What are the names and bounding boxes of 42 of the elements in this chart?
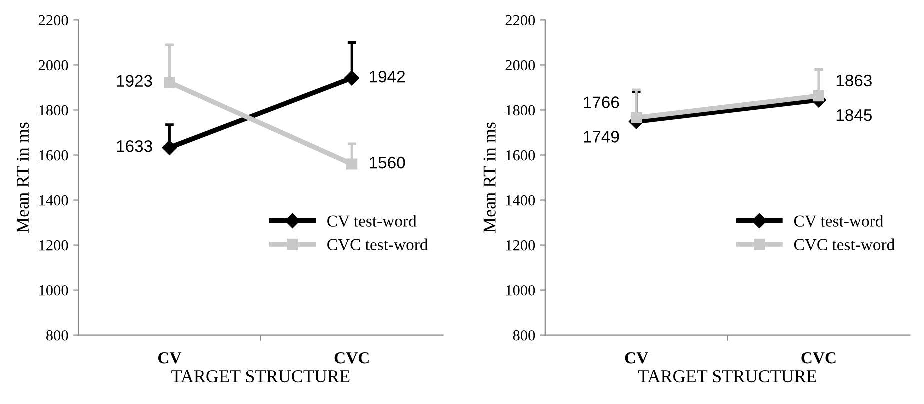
legend-label: CVC test-word xyxy=(794,238,895,251)
y-tick-label: 1800 xyxy=(506,105,536,116)
x-tick-label: CV xyxy=(158,352,182,364)
point xyxy=(344,70,360,86)
x-axis-title: TARGET STRUCTURE xyxy=(172,370,350,383)
data-label: 1845 xyxy=(836,109,872,122)
legend-label: CV test-word xyxy=(328,215,417,228)
y-axis-title: Mean RT in ms xyxy=(484,122,496,233)
y-tick-label: 2200 xyxy=(38,15,68,26)
legend-label: CVC test-word xyxy=(328,238,428,251)
y-tick-label: 1000 xyxy=(40,285,68,296)
y-tick-label: 1400 xyxy=(506,195,536,206)
data-label: 1560 xyxy=(370,156,406,169)
y-tick-label: 1000 xyxy=(506,285,536,296)
y-tick-label: 1200 xyxy=(40,240,68,251)
y-tick-label: 1600 xyxy=(506,150,536,161)
y-tick-label: 800 xyxy=(46,330,68,341)
y-tick-label: 2200 xyxy=(506,15,536,26)
y-tick-label: 800 xyxy=(513,330,536,341)
data-label: 1923 xyxy=(117,75,152,88)
y-tick-label: 2000 xyxy=(506,60,536,71)
y-tick-label: 2000 xyxy=(38,60,68,71)
y-tick-label: 1200 xyxy=(506,240,536,251)
x-axis-title: TARGET STRUCTURE xyxy=(638,370,817,383)
point xyxy=(813,90,825,102)
point xyxy=(164,76,176,88)
data-label: 1633 xyxy=(117,140,152,152)
data-label: 1942 xyxy=(370,70,405,83)
data-label: 1749 xyxy=(584,131,620,143)
y-tick-label: 1800 xyxy=(40,105,68,116)
data-label: 1766 xyxy=(584,96,620,108)
y-tick-label: 1400 xyxy=(40,195,68,206)
point xyxy=(346,158,358,170)
x-tick-label: CV xyxy=(625,352,648,364)
x-tick-label: CVC xyxy=(802,352,836,364)
x-tick-label: CVC xyxy=(334,352,369,364)
point xyxy=(162,140,178,156)
legend-label: CV test-word xyxy=(794,215,884,228)
y-axis-title: Mean RT in ms xyxy=(16,122,30,233)
point xyxy=(631,112,642,124)
y-tick-label: 1600 xyxy=(40,150,68,161)
data-label: 1863 xyxy=(836,74,872,87)
